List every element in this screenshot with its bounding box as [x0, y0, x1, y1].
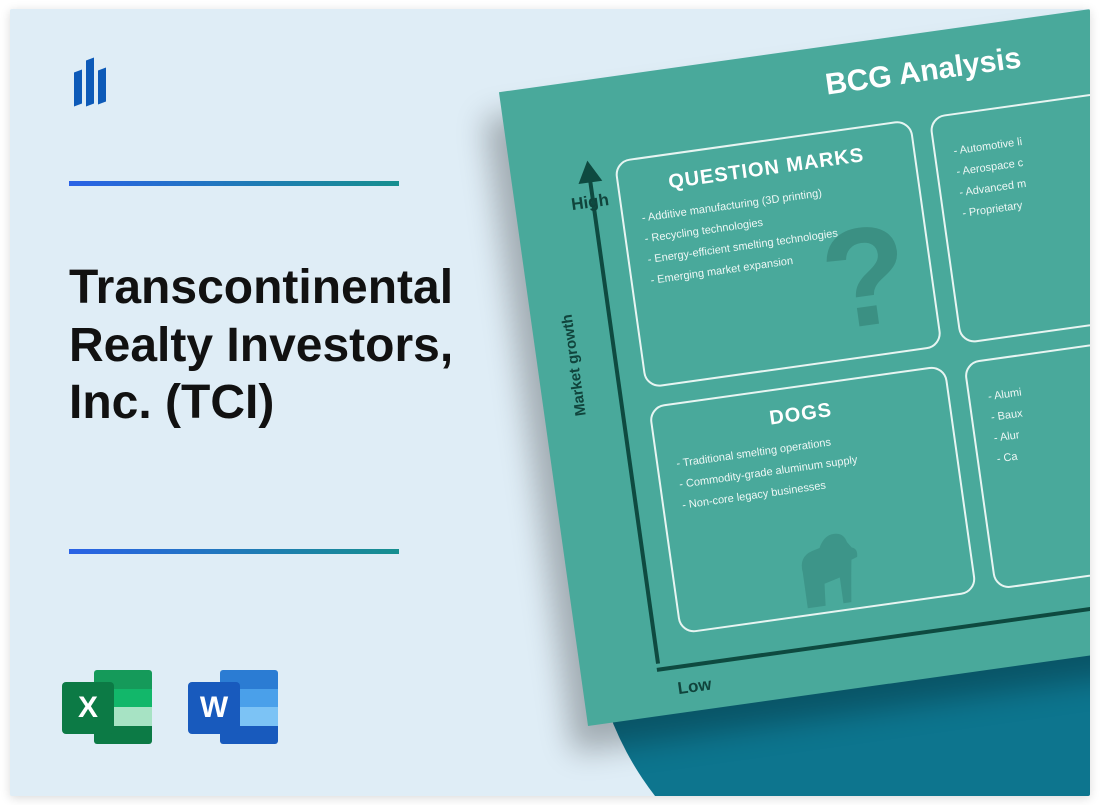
quadrant-question-marks: ? QUESTION MARKS Additive manufacturing … — [614, 119, 943, 389]
y-axis-label: Market growth — [559, 313, 590, 417]
banner-card: Transcontinental Realty Investors, Inc. … — [10, 9, 1090, 796]
y-axis-high-label: High — [570, 190, 610, 215]
word-tile-letter: W — [188, 682, 240, 734]
quadrant-cash-cows: Alumi Baux Alur Ca — [963, 321, 1090, 591]
quadrant-list: Alumi Baux Alur Ca — [987, 351, 1090, 470]
quadrant-grid: ? QUESTION MARKS Additive manufacturing … — [614, 75, 1090, 634]
dog-icon — [754, 498, 888, 624]
app-icons-row: X W — [62, 664, 278, 750]
bcg-sheet: BCG Analysis High Market growth Low Mark… — [499, 9, 1090, 726]
quadrant-list: Automotive li Aerospace c Advanced m Pro… — [952, 105, 1090, 224]
divider-top — [69, 181, 399, 186]
divider-bottom — [69, 549, 399, 554]
excel-icon: X — [62, 664, 152, 750]
bcg-matrix: High Market growth Low Market sha ? QUES… — [547, 65, 1090, 713]
excel-tile-letter: X — [62, 682, 114, 734]
page-title: Transcontinental Realty Investors, Inc. … — [69, 259, 499, 432]
axis-low-label: Low — [676, 675, 712, 700]
quadrant-stars: Automotive li Aerospace c Advanced m Pro… — [929, 75, 1090, 345]
quadrant-dogs: DOGS Traditional smelting operations Com… — [648, 365, 977, 635]
quadrant-heading — [985, 341, 1090, 377]
word-icon: W — [188, 664, 278, 750]
brand-logo-icon — [66, 51, 114, 115]
